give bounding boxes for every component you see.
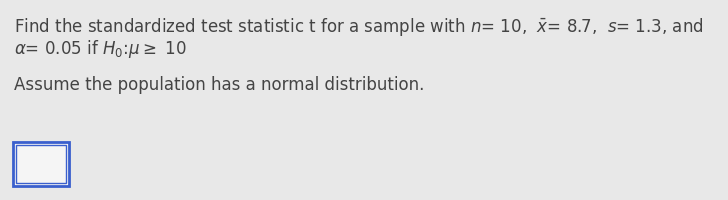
Text: Find the standardized test statistic t for a sample with $n$= 10,  $\bar{x}$= 8.: Find the standardized test statistic t f… <box>14 16 704 38</box>
FancyBboxPatch shape <box>16 145 66 183</box>
Text: $\alpha$= 0.05 if $H_0$:$\mu$$\geq$ 10: $\alpha$= 0.05 if $H_0$:$\mu$$\geq$ 10 <box>14 38 186 60</box>
FancyBboxPatch shape <box>13 142 69 186</box>
Text: Assume the population has a normal distribution.: Assume the population has a normal distr… <box>14 76 424 94</box>
